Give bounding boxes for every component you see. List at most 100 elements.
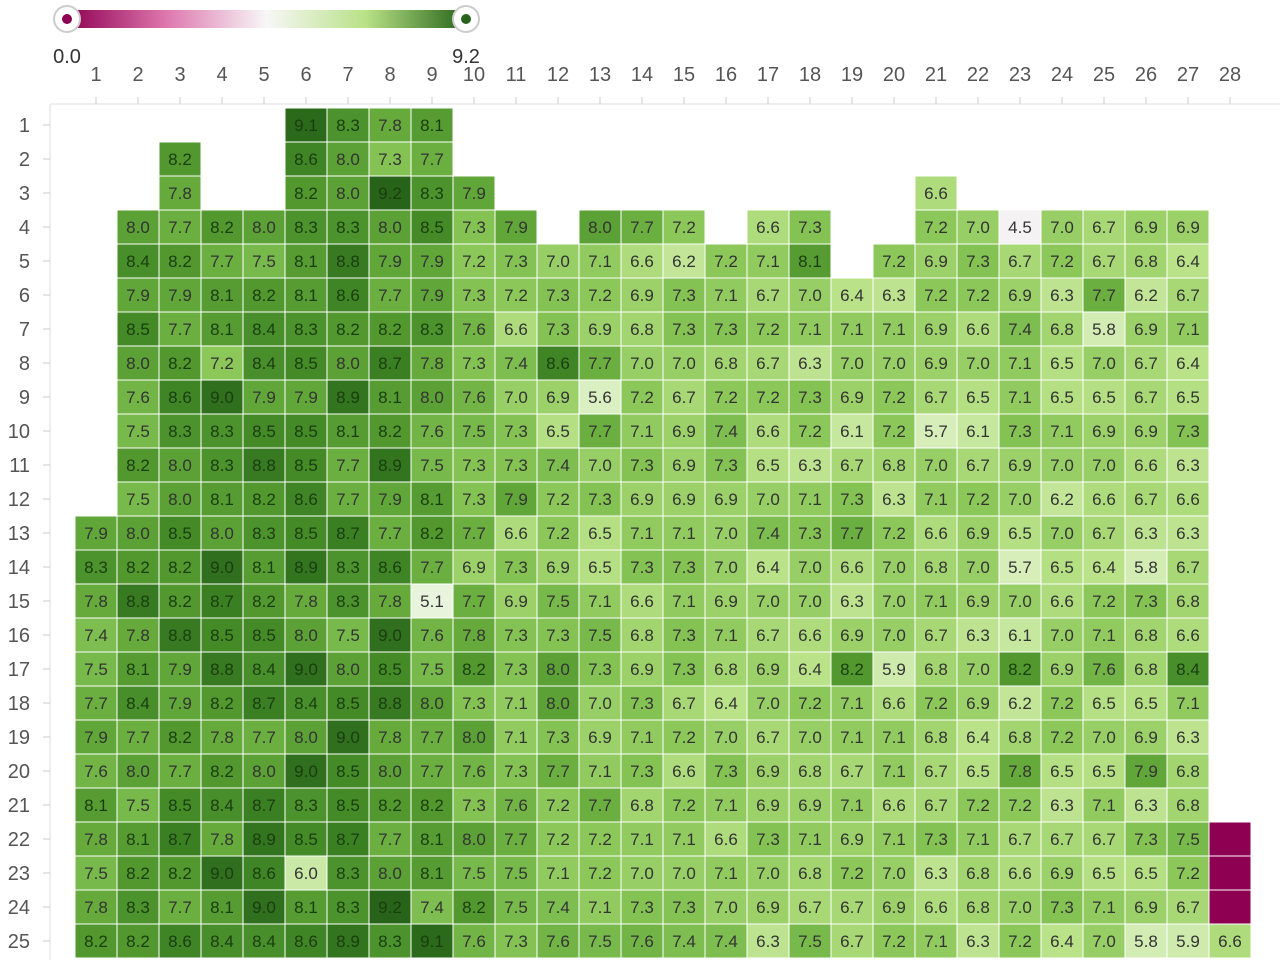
heatmap-cell[interactable]: 6.7 <box>1082 515 1126 551</box>
heatmap-cell[interactable]: 7.5 <box>452 413 496 449</box>
heatmap-cell[interactable]: 6.3 <box>1166 447 1210 483</box>
heatmap-cell[interactable]: 6.7 <box>830 753 874 789</box>
heatmap-cell[interactable]: 7.3 <box>536 617 580 653</box>
heatmap-cell[interactable]: 6.9 <box>998 447 1042 483</box>
heatmap-cell[interactable]: 6.5 <box>1166 379 1210 415</box>
heatmap-cell[interactable]: 7.3 <box>452 685 496 721</box>
heatmap-cell[interactable]: 7.6 <box>410 617 454 653</box>
heatmap-cell[interactable]: 6.6 <box>1166 481 1210 517</box>
heatmap-cell[interactable]: 9.1 <box>410 923 454 959</box>
heatmap-cell[interactable]: 7.0 <box>998 889 1042 925</box>
heatmap-cell[interactable]: 7.7 <box>368 821 412 857</box>
heatmap-cell[interactable]: 7.3 <box>1166 413 1210 449</box>
heatmap-cell[interactable]: 8.2 <box>116 549 160 585</box>
heatmap-cell[interactable]: 7.2 <box>746 311 790 347</box>
heatmap-cell[interactable]: 6.7 <box>788 889 832 925</box>
heatmap-cell[interactable]: 6.9 <box>746 753 790 789</box>
heatmap-cell[interactable]: 7.3 <box>368 141 412 177</box>
heatmap-cell[interactable]: 8.3 <box>326 209 370 245</box>
heatmap-cell[interactable]: 6.8 <box>704 651 748 687</box>
heatmap-cell[interactable]: 7.0 <box>788 583 832 619</box>
heatmap-cell[interactable]: 7.5 <box>242 243 286 279</box>
heatmap-cell[interactable]: 6.4 <box>1040 923 1084 959</box>
heatmap-cell[interactable]: 8.3 <box>284 209 328 245</box>
heatmap-cell[interactable]: 6.5 <box>1040 549 1084 585</box>
heatmap-cell[interactable]: 5.6 <box>578 379 622 415</box>
heatmap-cell[interactable]: 7.1 <box>704 277 748 313</box>
heatmap-cell[interactable]: 8.2 <box>410 515 454 551</box>
heatmap-cell[interactable]: 6.7 <box>746 345 790 381</box>
heatmap-cell[interactable]: 7.4 <box>704 923 748 959</box>
heatmap-cell[interactable]: 9.0 <box>284 753 328 789</box>
heatmap-cell[interactable]: 6.9 <box>956 685 1000 721</box>
heatmap-cell[interactable]: 7.3 <box>998 413 1042 449</box>
heatmap-cell[interactable]: 7.9 <box>1124 753 1168 789</box>
heatmap-cell[interactable]: 6.3 <box>1040 787 1084 823</box>
heatmap-cell[interactable]: 8.1 <box>788 243 832 279</box>
heatmap-cell[interactable]: 7.0 <box>788 549 832 585</box>
heatmap-cell[interactable]: 7.2 <box>1166 855 1210 891</box>
heatmap-cell[interactable]: 6.8 <box>914 719 958 755</box>
heatmap-cell[interactable]: 7.9 <box>368 243 412 279</box>
heatmap-cell[interactable]: 7.5 <box>1166 821 1210 857</box>
heatmap-cell[interactable]: 6.5 <box>578 515 622 551</box>
heatmap-cell[interactable]: 6.9 <box>1124 209 1168 245</box>
heatmap-cell[interactable]: 7.8 <box>452 617 496 653</box>
heatmap-cell[interactable]: 7.6 <box>116 379 160 415</box>
heatmap-cell[interactable]: 7.8 <box>116 617 160 653</box>
heatmap-cell[interactable]: 8.1 <box>200 311 244 347</box>
heatmap-cell[interactable]: 6.7 <box>998 243 1042 279</box>
heatmap-cell[interactable]: 7.1 <box>872 311 916 347</box>
heatmap-cell[interactable]: 6.5 <box>1040 379 1084 415</box>
heatmap-cell[interactable]: 7.2 <box>788 685 832 721</box>
heatmap-cell[interactable]: 8.0 <box>578 209 622 245</box>
heatmap-cell[interactable]: 6.9 <box>578 719 622 755</box>
heatmap-cell[interactable]: 8.2 <box>200 753 244 789</box>
heatmap-cell[interactable]: 6.7 <box>1082 209 1126 245</box>
heatmap-cell[interactable]: 6.9 <box>914 345 958 381</box>
heatmap-cell[interactable]: 7.2 <box>956 277 1000 313</box>
heatmap-cell[interactable]: 7.6 <box>452 379 496 415</box>
heatmap-cell[interactable]: 6.9 <box>998 277 1042 313</box>
heatmap-cell[interactable]: 6.5 <box>956 753 1000 789</box>
heatmap-cell[interactable]: 7.1 <box>578 753 622 789</box>
heatmap-cell[interactable]: 7.0 <box>662 345 706 381</box>
heatmap-cell[interactable]: 8.8 <box>116 583 160 619</box>
heatmap-cell[interactable]: 8.4 <box>242 311 286 347</box>
heatmap-cell[interactable]: 7.3 <box>620 549 664 585</box>
legend-min-handle[interactable] <box>53 5 81 33</box>
heatmap-cell[interactable]: 7.1 <box>662 821 706 857</box>
heatmap-cell[interactable]: 8.2 <box>452 651 496 687</box>
heatmap-cell[interactable]: 7.5 <box>578 617 622 653</box>
heatmap-cell[interactable]: 7.2 <box>536 787 580 823</box>
heatmap-cell[interactable]: 8.5 <box>284 821 328 857</box>
heatmap-cell[interactable]: 7.2 <box>536 515 580 551</box>
heatmap-cell[interactable]: 8.3 <box>368 923 412 959</box>
heatmap-cell[interactable]: 6.9 <box>704 583 748 619</box>
heatmap-cell[interactable]: 7.3 <box>662 889 706 925</box>
heatmap-cell[interactable]: 8.5 <box>200 617 244 653</box>
heatmap-cell[interactable]: 8.5 <box>116 311 160 347</box>
heatmap-cell[interactable]: 7.4 <box>536 447 580 483</box>
heatmap-cell[interactable]: 7.2 <box>620 379 664 415</box>
heatmap-cell[interactable]: 7.2 <box>662 719 706 755</box>
heatmap-cell[interactable]: 7.0 <box>746 583 790 619</box>
heatmap-cell[interactable]: 7.1 <box>872 753 916 789</box>
heatmap-cell[interactable]: 7.0 <box>746 685 790 721</box>
heatmap-cell[interactable]: 7.1 <box>788 481 832 517</box>
heatmap-cell[interactable]: 6.5 <box>536 413 580 449</box>
heatmap-cell[interactable]: 6.9 <box>494 583 538 619</box>
heatmap-cell[interactable]: 8.5 <box>284 447 328 483</box>
heatmap-cell[interactable]: 7.1 <box>662 515 706 551</box>
heatmap-cell[interactable]: 8.4 <box>200 787 244 823</box>
heatmap-cell[interactable]: 6.7 <box>998 821 1042 857</box>
heatmap-cell[interactable]: 7.6 <box>494 787 538 823</box>
heatmap-cell[interactable]: 7.8 <box>74 889 118 925</box>
heatmap-cell[interactable]: 8.2 <box>242 277 286 313</box>
heatmap-cell[interactable]: 6.8 <box>956 889 1000 925</box>
heatmap-cell[interactable]: 6.7 <box>914 787 958 823</box>
heatmap-cell[interactable]: 8.0 <box>242 209 286 245</box>
heatmap-cell[interactable]: 7.3 <box>914 821 958 857</box>
heatmap-cell[interactable]: 6.3 <box>872 277 916 313</box>
heatmap-cell[interactable]: 7.0 <box>536 243 580 279</box>
